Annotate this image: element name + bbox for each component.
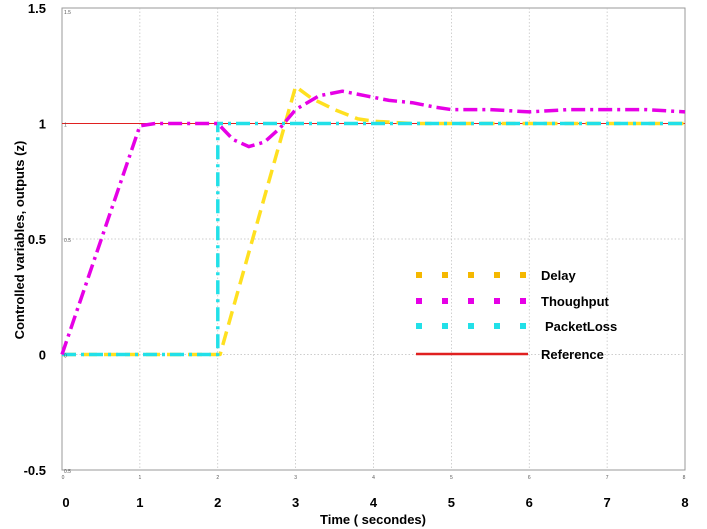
legend-label-reference: Reference (541, 347, 604, 362)
x-tick-small-label: 6 (528, 475, 531, 481)
legend: Delay Thoughput PacketLoss Reference (416, 268, 617, 362)
x-tick-small-label: 8 (683, 475, 686, 481)
legend-label-packetloss: PacketLoss (545, 319, 617, 334)
x-tick-label: 1 (136, 495, 143, 510)
y-tick-small-label: 1.5 (64, 10, 71, 16)
series-thoughput-line (60, 89, 686, 356)
y-tick-small-label: 0 (64, 354, 67, 360)
legend-label-thoughput: Thoughput (541, 294, 610, 309)
y-tick-label: -0.5 (24, 463, 46, 478)
y-tick-small-label: 0.5 (64, 469, 71, 475)
y-tick-label: 1.5 (28, 1, 46, 16)
x-tick-small-label: 3 (294, 475, 297, 481)
y-tick-label: 0.5 (28, 232, 46, 247)
x-tick-small-label: 5 (450, 475, 453, 481)
y-tick-label: 1 (39, 117, 46, 132)
x-tick-small-label: 1 (138, 475, 141, 481)
series-delay-line (62, 84, 685, 357)
x-tick-label: 4 (370, 495, 378, 510)
series-packetloss-line (62, 121, 685, 357)
x-tick-label: 5 (448, 495, 455, 510)
x-tick-label: 8 (681, 495, 688, 510)
x-tick-small-label: 0 (62, 475, 65, 481)
x-tick-small-label: 2 (216, 475, 219, 481)
x-tick-label: 7 (604, 495, 611, 510)
x-tick-label: 3 (292, 495, 299, 510)
y-tick-small-label: 0.5 (64, 238, 71, 244)
x-tick-label: 0 (62, 495, 69, 510)
series-layer (60, 84, 686, 357)
y-axis-label: Controlled variables, outputs (z) (12, 141, 27, 340)
y-tick-label: 0 (39, 348, 46, 363)
y-tick-small-label: 1 (64, 123, 67, 129)
x-tick-small-label: 4 (372, 475, 375, 481)
x-tick-small-label: 7 (606, 475, 609, 481)
x-tick-label: 6 (526, 495, 533, 510)
x-tick-label: 2 (214, 495, 221, 510)
x-axis-label: Time ( secondes) (320, 512, 426, 527)
legend-label-delay: Delay (541, 268, 576, 283)
